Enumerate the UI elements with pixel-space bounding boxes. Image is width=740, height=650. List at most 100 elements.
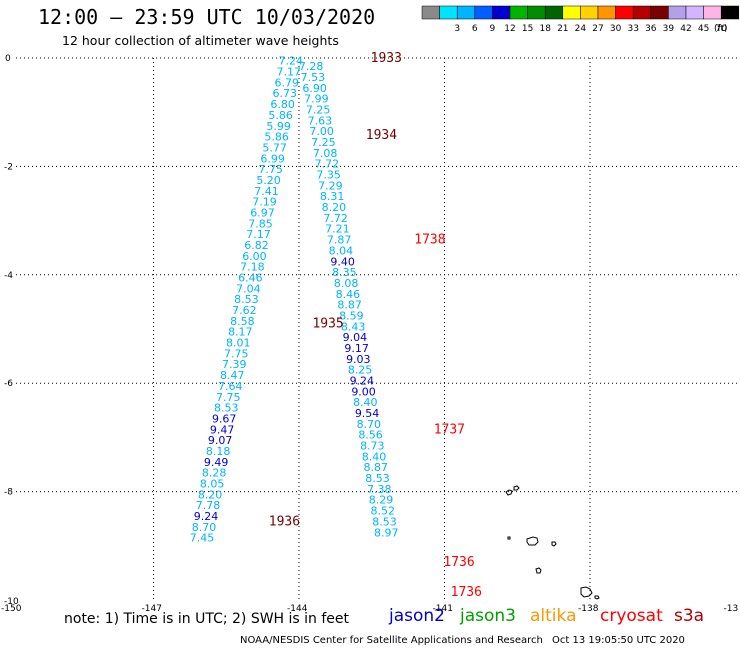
wave-height-value: 8.04 (329, 244, 354, 257)
wave-height-value: 7.29 (318, 179, 343, 192)
wave-height-value: 8.70 (192, 521, 217, 534)
longitude-label: -144 (287, 604, 308, 614)
wave-height-value: 6.90 (302, 82, 327, 95)
wave-height-value: 8.17 (228, 326, 253, 339)
legend-swatch (421, 5, 440, 20)
footer-credit: NOAA/NESDIS Center for Satellite Applica… (240, 635, 543, 646)
pass-time-label: 1738 (414, 233, 445, 248)
wave-height-value: 6.73 (272, 87, 297, 100)
island-outline (507, 536, 511, 540)
wave-height-value: 7.62 (232, 304, 257, 317)
longitude-label: -147 (142, 604, 162, 614)
island-outline (505, 489, 513, 496)
mission-label-cryosat: cryosat (600, 606, 663, 626)
wave-height-value: 5.77 (262, 141, 287, 154)
legend-swatch (685, 5, 704, 20)
legend-tick-label: 42 (680, 24, 691, 34)
wave-height-value: 6.80 (270, 98, 295, 111)
wave-height-value: 9.04 (343, 331, 368, 344)
wave-height-value: 8.97 (374, 526, 399, 539)
wave-height-value: 7.25 (311, 136, 336, 149)
wave-height-value: 7.38 (367, 483, 392, 496)
legend-swatch (527, 5, 546, 20)
pass-time-labels: 19331934173819351737193617361736171 (269, 51, 482, 600)
wave-height-value: 7.35 (316, 169, 341, 182)
legend-tick-label: 18 (539, 24, 551, 34)
wave-height-value: 7.75 (258, 163, 283, 176)
legend-tick-label: 30 (610, 24, 622, 34)
wave-height-value: 8.43 (341, 320, 366, 333)
wave-height-value: 8.70 (357, 418, 382, 431)
pass-time-label: 1934 (366, 128, 397, 143)
pass-time-label: 1933 (371, 51, 402, 66)
latitude-label: -2 (4, 162, 13, 172)
page-title: 12:00 — 23:59 UTC 10/03/2020 (38, 5, 376, 29)
legend-swatch (439, 5, 458, 20)
wave-height-value: 8.47 (220, 369, 245, 382)
legend-swatch (632, 5, 652, 20)
wave-height-value: 7.72 (323, 212, 348, 225)
wave-height-value: 7.78 (196, 499, 221, 512)
wave-height-value: 7.99 (304, 93, 329, 106)
mission-label-s3a: s3a (674, 606, 705, 626)
wave-height-value: 8.31 (320, 190, 345, 203)
wave-height-value: 8.05 (200, 477, 225, 490)
wave-height-value: 9.54 (355, 407, 380, 420)
wave-height-value: 7.24 (279, 55, 304, 68)
longitude-labels: -150 -147 -144 -141 -138 -13 (1, 604, 738, 614)
wave-height-value: 7.64 (218, 380, 243, 393)
legend-tick-label: 21 (557, 24, 568, 34)
page-subtitle: 12 hour collection of altimeter wave hei… (62, 33, 339, 48)
legend-swatch (650, 5, 669, 20)
footer-note: note: 1) Time is in UTC; 2) SWH is in fe… (64, 611, 350, 627)
wave-height-value: 5.86 (268, 109, 293, 122)
wave-height-value: 8.08 (334, 277, 359, 290)
legend-tick-label: 9 (490, 24, 496, 34)
island-outline (580, 586, 593, 598)
wave-height-value: 7.41 (254, 185, 279, 198)
legend-tick-label: 24 (575, 24, 587, 34)
mission-label-altika: altika (530, 606, 577, 626)
wave-height-value: 8.29 (369, 494, 394, 507)
wave-height-value: 8.87 (364, 461, 389, 474)
wave-height-value: 8.40 (353, 396, 378, 409)
pass-time-label: 1736 (443, 555, 474, 570)
wave-height-value: 7.53 (301, 71, 326, 84)
map-grid (16, 57, 740, 600)
wave-height-value: 7.28 (299, 60, 324, 73)
latitude-label: 0 (5, 54, 11, 64)
wave-height-value: 8.59 (339, 309, 364, 322)
longitude-label: -138 (578, 604, 599, 614)
pass-time-label: 1736 (451, 585, 482, 600)
color-scale-legend: 3 6 9 12 15 18 21 24 27 30 33 36 39 42 45 70(ft) (421, 5, 740, 34)
wave-height-value: 8.53 (214, 402, 239, 415)
wave-height-value: 9.07 (208, 434, 233, 447)
wave-height-value: 8.52 (371, 505, 396, 518)
wave-height-value: 9.24 (194, 510, 219, 523)
island-outline (594, 595, 600, 600)
legend-tick-label: 70 (715, 24, 727, 34)
wave-height-value: 8.58 (230, 315, 255, 328)
legend-unit-label: (ft) (714, 24, 728, 34)
legend-swatch (544, 5, 564, 20)
wave-height-value: 8.40 (362, 450, 387, 463)
legend-tick-label: 45 (698, 24, 709, 34)
legend-tick-label: 3 (454, 24, 460, 34)
wave-height-value: 8.35 (332, 266, 357, 279)
latitude-label: -10 (4, 597, 19, 607)
legend-swatch (720, 5, 740, 20)
island-outline (526, 536, 539, 546)
island-outline (535, 567, 542, 574)
wave-height-value: 7.63 (308, 114, 333, 127)
wave-height-value: 9.00 (351, 385, 376, 398)
wave-height-value: 7.00 (309, 125, 334, 138)
wave-height-value: 8.20 (198, 488, 223, 501)
wave-height-value: 9.17 (344, 342, 369, 355)
wave-height-value: 6.46 (238, 272, 263, 285)
wave-height-value: 8.46 (336, 288, 361, 301)
wave-height-value: 5.86 (264, 131, 289, 144)
wave-height-value: 5.99 (266, 120, 291, 133)
wave-height-value: 9.24 (350, 374, 375, 387)
wave-height-value: 9.67 (212, 412, 237, 425)
pass-time-label: 1936 (269, 514, 300, 529)
